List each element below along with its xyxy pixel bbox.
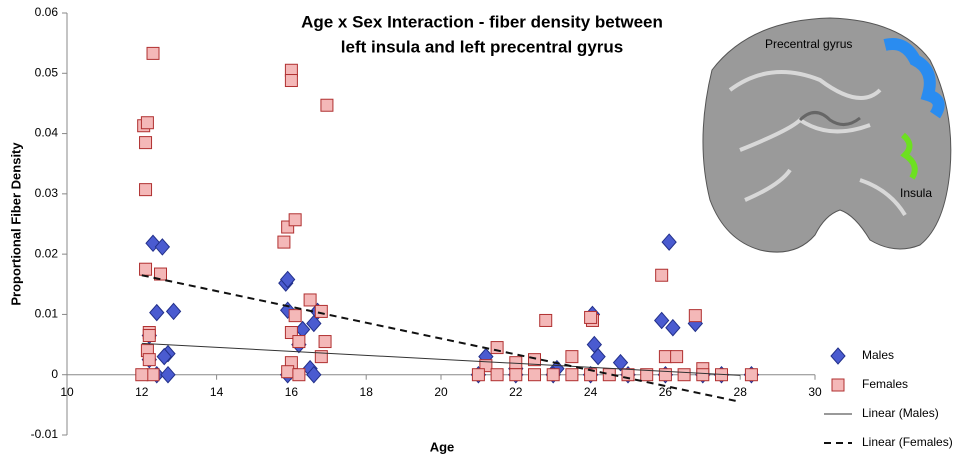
x-tick-label: 14 [210,385,224,399]
point [540,314,552,326]
page: {"chart_data": { "type": "scatter", "tit… [0,0,958,457]
trend-line [142,343,740,375]
point [671,351,683,363]
x-tick-label: 28 [734,385,748,399]
point [547,369,559,381]
point [140,184,152,196]
y-tick-label: 0.01 [35,307,59,321]
point [140,263,152,275]
point [678,369,690,381]
point [304,294,316,306]
x-tick-label: 22 [509,385,523,399]
point [656,269,668,281]
point [529,369,541,381]
legend-label: Females [862,377,908,391]
y-tick-label: 0.02 [35,246,59,260]
x-tick-label: 30 [808,385,822,399]
brain-label: Precentral gyrus [765,37,852,51]
point [666,320,680,336]
point [278,236,290,248]
y-tick-label: 0.05 [35,65,59,79]
chart-title: left insula and left precentral gyrus [341,37,623,56]
legend-label: Linear (Males) [862,406,939,420]
point [655,312,669,328]
point [289,310,301,322]
x-tick-label: 16 [285,385,299,399]
x-tick-label: 20 [434,385,448,399]
point [659,351,671,363]
brain-image [703,18,951,252]
point [491,369,503,381]
legend-marker [831,348,845,364]
point [491,342,503,354]
point [147,47,159,59]
point [293,336,305,348]
x-axis-title: Age [430,439,455,454]
point [510,369,522,381]
point [140,137,152,149]
point [319,336,331,348]
point [143,354,155,366]
legend-marker [832,379,844,391]
point [282,366,294,378]
y-tick-label: -0.01 [31,427,59,441]
point [321,99,333,111]
y-tick-label: 0.04 [35,126,59,140]
point [689,310,701,322]
point [143,330,155,342]
x-tick-label: 24 [584,385,598,399]
y-tick-label: 0 [51,367,58,381]
point [161,367,175,383]
point [289,214,301,226]
y-tick-label: 0.06 [35,5,59,19]
point [662,234,676,250]
point [315,305,327,317]
trend-line [142,275,740,402]
plot-area [62,13,815,435]
legend-label: Linear (Females) [862,435,953,449]
point [285,75,297,87]
point [150,305,164,321]
point [293,369,305,381]
point [566,369,578,381]
brain-label: Insula [900,186,932,200]
x-tick-label: 26 [659,385,673,399]
x-tick-label: 18 [360,385,374,399]
point [659,369,671,381]
point [472,369,484,381]
point [745,369,757,381]
point [697,369,709,381]
point [167,303,181,319]
chart-title: Age x Sex Interaction - fiber density be… [301,12,663,31]
chart: Age x Sex Interaction - fiber density be… [0,0,958,457]
point [585,311,597,323]
point [136,369,148,381]
x-tick-label: 12 [135,385,149,399]
point [566,351,578,363]
x-tick-label: 10 [60,385,74,399]
y-tick-label: 0.03 [35,186,59,200]
point [147,369,159,381]
point [141,117,153,129]
legend-label: Males [862,348,894,362]
y-axis-title: Proportional Fiber Density [8,142,23,306]
